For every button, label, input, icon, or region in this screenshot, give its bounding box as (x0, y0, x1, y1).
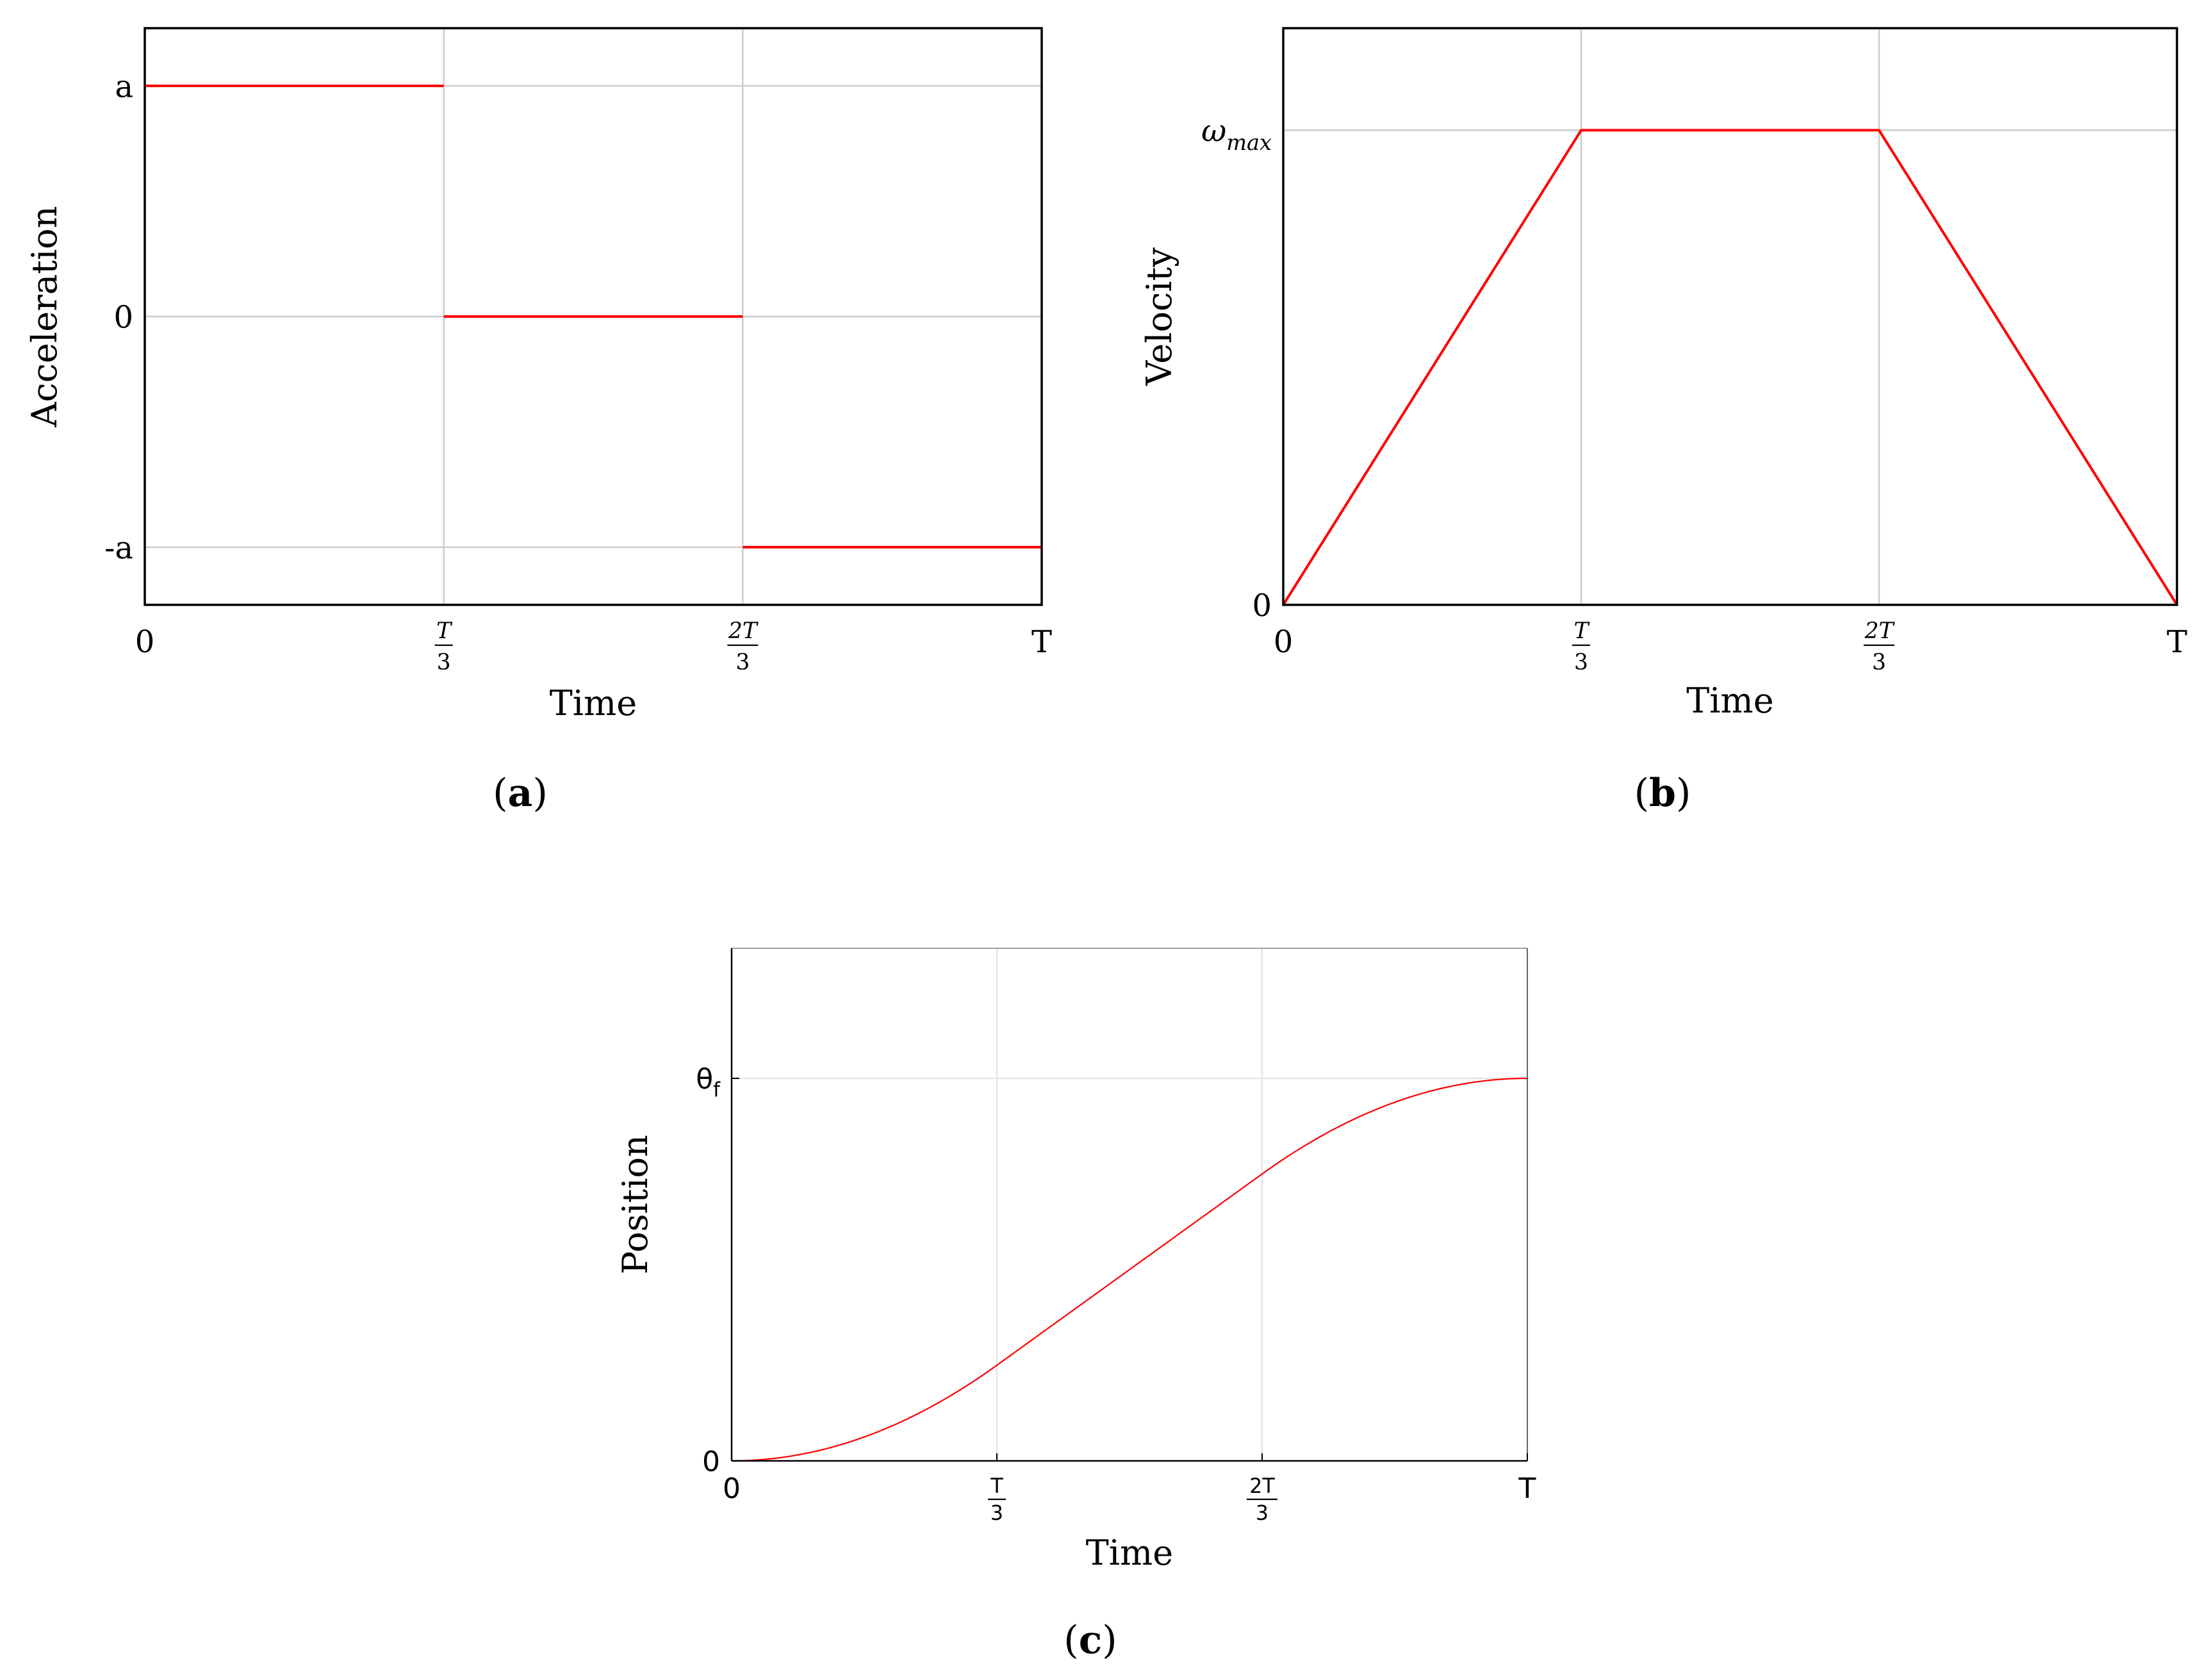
y-tick-label-0: ωmax (1201, 113, 1272, 155)
y-tick-label-1: 0 (113, 299, 133, 335)
x-tick-label-2: 2T3 (1864, 618, 1895, 675)
x-tick-denominator-1: 3 (437, 650, 451, 675)
x-tick-label-0: 0 (1274, 624, 1293, 660)
x-tick-label-3: T (2167, 624, 2187, 660)
x-tick-denominator-2: 3 (1872, 650, 1886, 675)
x-tick-label-2: 2T3 (1247, 1475, 1277, 1525)
panel-caption: (c) (1063, 1618, 1117, 1663)
x-tick-label-0: 0 (135, 624, 155, 660)
x-tick-numerator-1: T (1573, 618, 1590, 644)
x-tick-label-3: T (1518, 1472, 1536, 1505)
y-axis-label: Velocity (1139, 247, 1179, 386)
y-tick-label-0: a (115, 69, 133, 104)
plot-frame (144, 27, 1043, 606)
y-axis-label: Acceleration (24, 206, 65, 428)
x-tick-label-1: T3 (434, 618, 453, 675)
x-tick-label-1: T3 (1572, 618, 1590, 675)
y-axis-label: Position (615, 1135, 655, 1274)
y-tick-label-1: 0 (1252, 588, 1272, 623)
plot-frame (1282, 27, 2178, 606)
panel-caption: (b) (1634, 771, 1691, 816)
x-tick-denominator-2: 3 (1256, 1502, 1269, 1525)
x-tick-denominator-1: 3 (1574, 650, 1588, 675)
x-tick-denominator-1: 3 (990, 1502, 1003, 1525)
x-tick-label-3: T (1031, 624, 1052, 660)
x-tick-label-2: 2T3 (727, 618, 759, 675)
x-axis-label: Time (1086, 1533, 1173, 1573)
x-tick-numerator-2: 2T (1864, 618, 1895, 644)
x-tick-numerator-1: T (436, 618, 453, 644)
x-axis-label: Time (1686, 680, 1773, 721)
x-tick-denominator-2: 3 (735, 650, 750, 675)
x-tick-label-0: 0 (723, 1472, 741, 1505)
series-line (731, 1077, 1528, 1462)
x-tick-numerator-2: 2T (728, 618, 759, 644)
x-tick-numerator-2: 2T (1249, 1475, 1275, 1498)
x-tick-numerator-1: T (990, 1475, 1003, 1498)
x-axis-label: Time (550, 683, 637, 723)
series-segment-0 (1282, 129, 2178, 606)
x-tick-label-1: T3 (988, 1475, 1006, 1525)
panel-caption: (a) (493, 771, 548, 816)
y-tick-label-0: θf (696, 1063, 721, 1101)
y-tick-label-2: -a (104, 530, 133, 566)
y-tick-label-1: 0 (702, 1445, 720, 1478)
